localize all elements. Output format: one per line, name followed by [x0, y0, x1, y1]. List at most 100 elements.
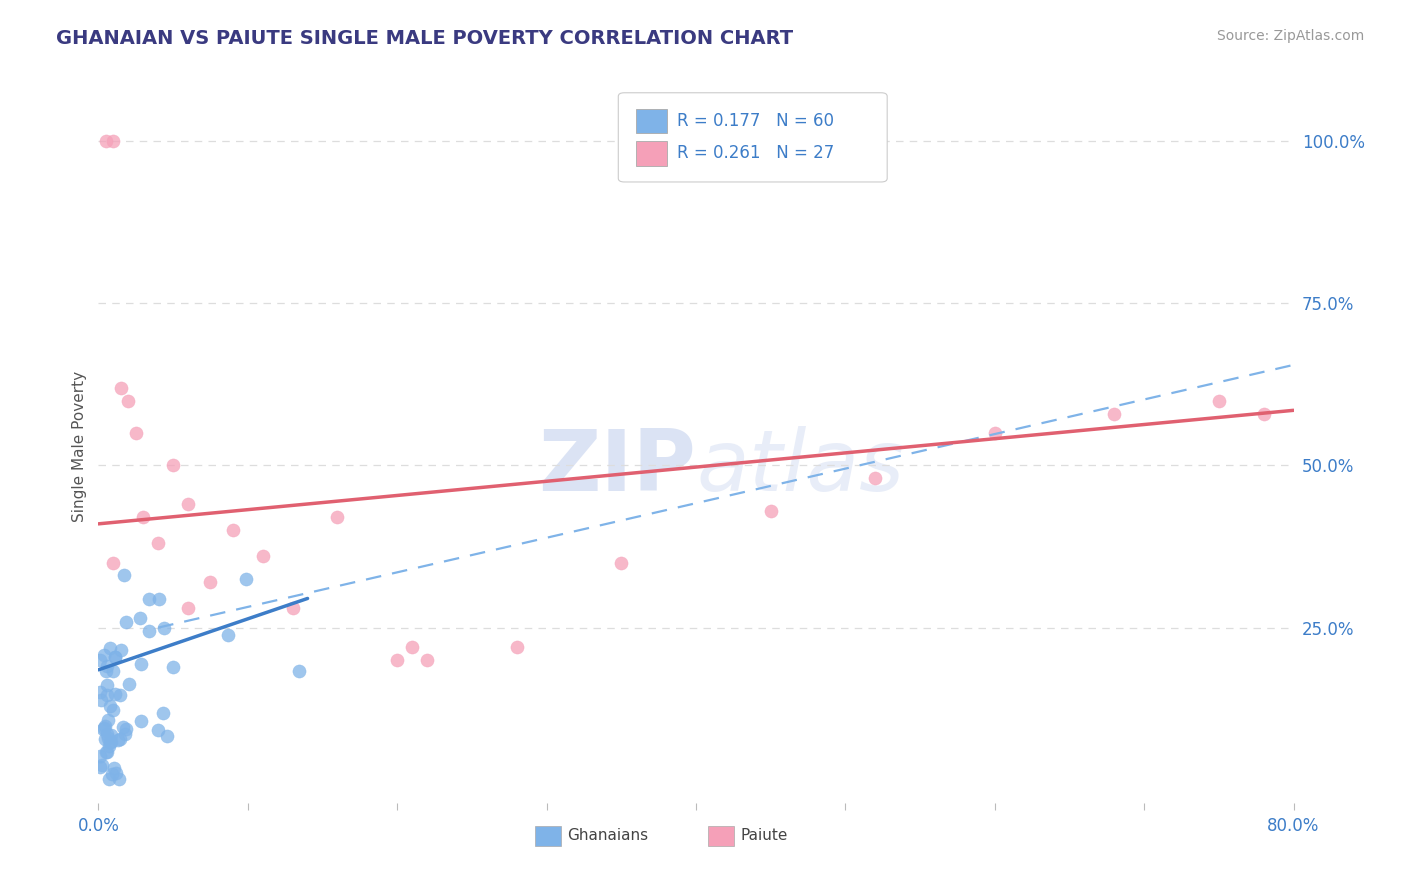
Point — [91, 723, 114, 737]
Point — [506, 640, 529, 654]
Point — [107, 733, 129, 747]
FancyBboxPatch shape — [619, 93, 887, 182]
Point — [222, 524, 245, 538]
Point — [96, 727, 118, 741]
Point — [96, 664, 118, 678]
Point — [93, 722, 115, 736]
Point — [103, 761, 125, 775]
Text: Paiute: Paiute — [740, 828, 787, 843]
Point — [97, 739, 120, 754]
Point — [103, 664, 125, 678]
Point — [200, 575, 222, 590]
Point — [110, 381, 132, 395]
Point — [1208, 393, 1230, 408]
Text: R = 0.261   N = 27: R = 0.261 N = 27 — [676, 145, 834, 162]
Point — [94, 745, 117, 759]
Point — [401, 640, 423, 654]
Point — [89, 760, 111, 774]
Text: GHANAIAN VS PAIUTE SINGLE MALE POVERTY CORRELATION CHART: GHANAIAN VS PAIUTE SINGLE MALE POVERTY C… — [56, 29, 793, 47]
Point — [162, 660, 184, 674]
Point — [89, 748, 111, 763]
Point — [385, 653, 409, 667]
Text: R = 0.177   N = 60: R = 0.177 N = 60 — [676, 112, 834, 130]
Point — [91, 758, 114, 772]
Point — [108, 688, 131, 702]
Point — [101, 703, 124, 717]
Point — [114, 727, 136, 741]
Point — [112, 567, 135, 582]
Point — [177, 497, 200, 511]
Point — [984, 425, 1007, 440]
Point — [865, 471, 887, 485]
Y-axis label: Single Male Poverty: Single Male Poverty — [72, 370, 87, 522]
Point — [100, 735, 122, 749]
Point — [117, 677, 139, 691]
Point — [217, 628, 239, 642]
Point — [104, 649, 127, 664]
Point — [94, 134, 117, 148]
Point — [281, 601, 304, 615]
Point — [108, 731, 131, 746]
Point — [110, 643, 132, 657]
Text: Source: ZipAtlas.com: Source: ZipAtlas.com — [1216, 29, 1364, 43]
Point — [610, 556, 633, 570]
Point — [162, 458, 184, 473]
Point — [138, 592, 160, 607]
Point — [153, 621, 176, 635]
Point — [129, 657, 152, 672]
Point — [89, 653, 111, 667]
Point — [90, 693, 112, 707]
Point — [100, 767, 122, 781]
Point — [104, 649, 127, 664]
Point — [97, 713, 120, 727]
Point — [138, 624, 160, 638]
Point — [129, 611, 152, 625]
Bar — [709, 826, 734, 846]
Point — [89, 684, 111, 698]
Point — [235, 572, 257, 586]
Point — [96, 688, 118, 702]
Point — [759, 504, 782, 518]
Point — [96, 678, 118, 692]
Point — [94, 731, 117, 746]
Point — [125, 425, 148, 440]
Point — [177, 601, 200, 615]
Point — [98, 735, 121, 749]
Point — [104, 765, 127, 780]
Point — [103, 556, 125, 570]
Point — [326, 510, 349, 524]
Point — [1104, 407, 1126, 421]
Point — [416, 653, 439, 667]
Point — [104, 687, 127, 701]
Text: ZIP: ZIP — [538, 425, 696, 509]
Bar — [637, 109, 668, 134]
Text: Ghanaians: Ghanaians — [567, 828, 648, 843]
Point — [97, 772, 120, 786]
Point — [146, 723, 169, 737]
Point — [129, 714, 152, 728]
Point — [252, 549, 274, 564]
Text: atlas: atlas — [696, 425, 904, 509]
Point — [96, 745, 118, 759]
Point — [156, 729, 179, 743]
Bar — [637, 141, 668, 166]
Point — [148, 536, 170, 550]
Point — [148, 592, 170, 607]
Point — [115, 615, 138, 630]
Point — [100, 728, 122, 742]
Point — [132, 510, 155, 524]
Point — [112, 721, 135, 735]
Point — [108, 772, 131, 786]
Point — [103, 134, 125, 148]
Point — [288, 664, 311, 678]
Point — [93, 648, 115, 663]
Point — [98, 699, 121, 714]
Point — [1253, 407, 1275, 421]
Point — [96, 659, 118, 673]
Point — [152, 706, 174, 720]
Bar — [534, 826, 561, 846]
Point — [97, 731, 120, 745]
Point — [114, 723, 136, 737]
Point — [117, 393, 139, 408]
Point — [100, 640, 122, 655]
